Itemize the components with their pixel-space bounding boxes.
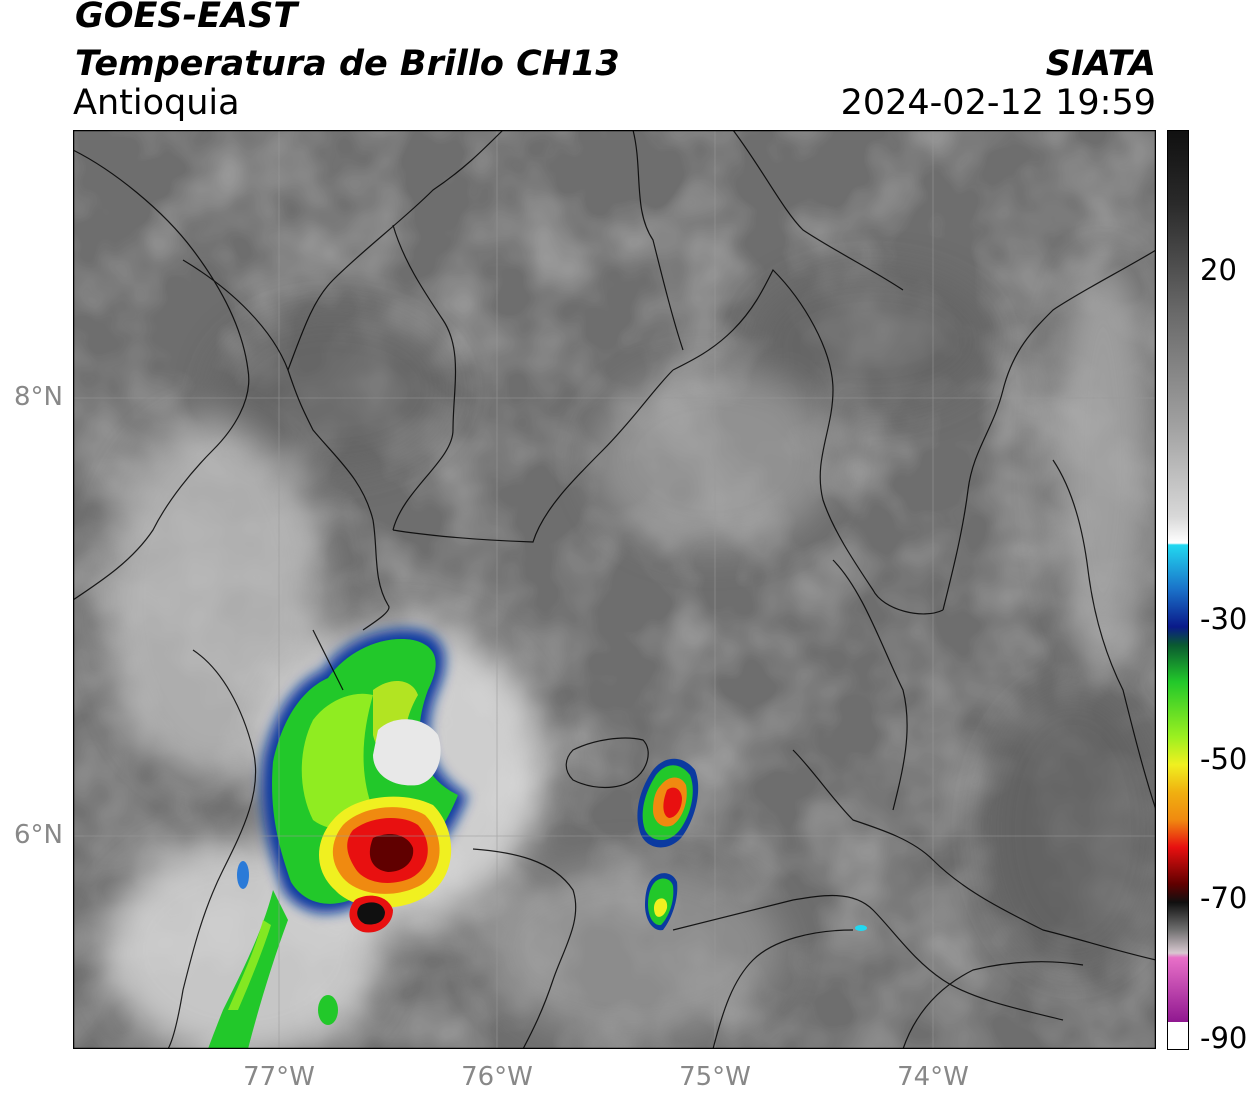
colorbar-tick-minus90: -90 <box>1200 1021 1248 1055</box>
lon-label-76W: 76°W <box>461 1062 533 1092</box>
timestamp-label: 2024-02-12 19:59 <box>840 83 1156 123</box>
organization-label: SIATA <box>1045 44 1156 84</box>
colorbar-tick-minus30: -30 <box>1200 602 1248 636</box>
lat-label-6N: 6°N <box>14 820 63 850</box>
satellite-title: GOES-EAST <box>75 0 298 36</box>
map-frame <box>73 130 1156 1049</box>
convective-cells-east <box>637 758 867 931</box>
colorbar <box>1167 130 1189 1050</box>
region-label: Antioquia <box>73 83 240 123</box>
lon-label-74W: 74°W <box>897 1062 969 1092</box>
convective-streak-southwest <box>208 861 338 1049</box>
colorbar-tick-20: 20 <box>1200 253 1237 287</box>
lat-label-8N: 8°N <box>14 382 63 412</box>
colorbar-tick-minus70: -70 <box>1200 881 1248 915</box>
graticule <box>73 130 1156 1049</box>
boundaries <box>73 130 1156 1049</box>
convective-cell-main <box>261 629 468 933</box>
colorbar-tick-minus50: -50 <box>1200 742 1248 776</box>
product-title: Temperatura de Brillo CH13 <box>75 44 620 84</box>
satellite-map[interactable] <box>73 130 1156 1049</box>
lon-label-75W: 75°W <box>679 1062 751 1092</box>
lon-label-77W: 77°W <box>243 1062 315 1092</box>
